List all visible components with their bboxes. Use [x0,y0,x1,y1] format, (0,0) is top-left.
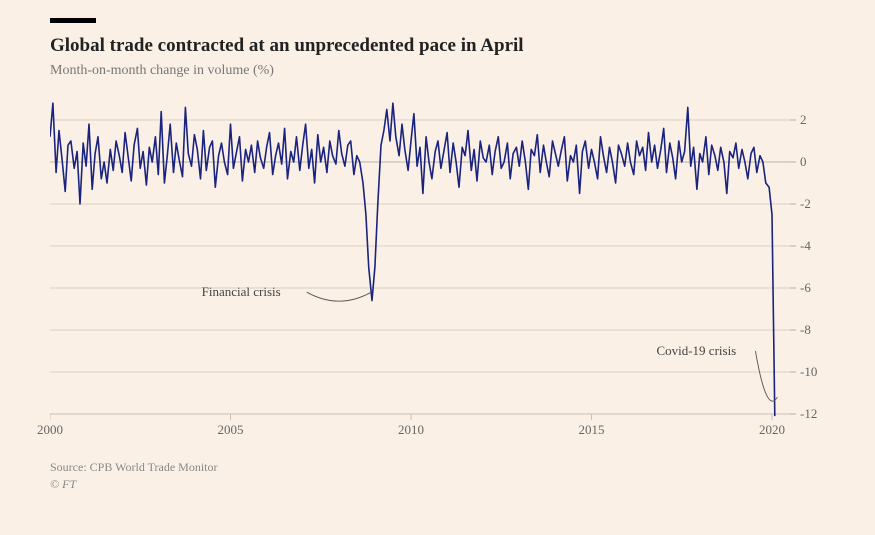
chart-plot-area: 20-2-4-6-8-10-1220002005201020152020Fina… [50,89,830,449]
chart-svg [50,89,830,449]
annotation-label: Covid-19 crisis [656,343,736,359]
chart-subtitle: Month-on-month change in volume (%) [50,63,835,79]
chart-footer: Source: CPB World Trade Monitor © FT [50,459,835,493]
y-tick-label: -8 [800,322,811,338]
x-tick-label: 2015 [578,422,604,438]
y-tick-label: -6 [800,280,811,296]
x-tick-label: 2020 [759,422,785,438]
x-tick-label: 2010 [398,422,424,438]
top-mark [50,18,96,23]
y-tick-label: 0 [800,154,807,170]
chart-title: Global trade contracted at an unpreceden… [50,35,835,57]
y-tick-label: 2 [800,112,807,128]
copyright-text: © FT [50,476,835,493]
source-text: Source: CPB World Trade Monitor [50,459,835,476]
y-tick-label: -4 [800,238,811,254]
x-tick-label: 2005 [217,422,243,438]
y-tick-label: -2 [800,196,811,212]
x-tick-label: 2000 [37,422,63,438]
chart-container: Global trade contracted at an unpreceden… [0,0,875,535]
y-tick-label: -10 [800,364,817,380]
y-tick-label: -12 [800,406,817,422]
annotation-label: Financial crisis [202,284,281,300]
